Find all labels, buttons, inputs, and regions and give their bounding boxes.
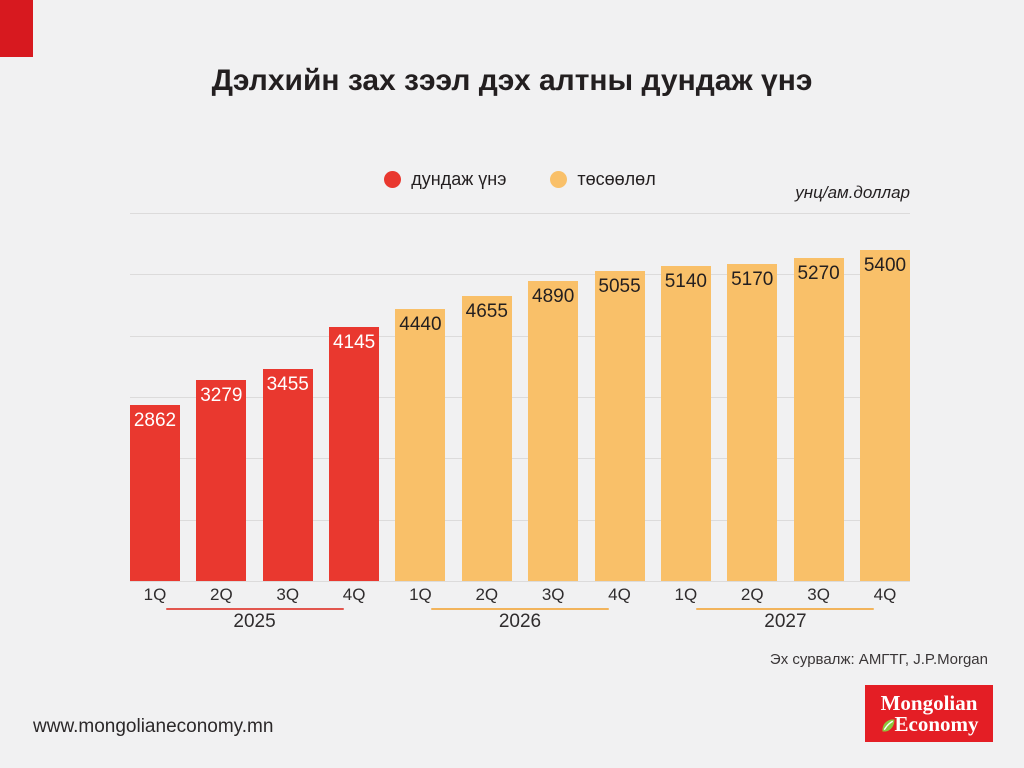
bar-value-label: 4890 xyxy=(532,286,575,308)
x-axis: 1Q 2Q 3Q 4Q 2025 1Q 2Q 3Q 4Q 2026 1Q 2Q 3Q 4Q 2027 xyxy=(130,581,910,643)
bar-value-label: 5170 xyxy=(731,268,774,290)
x-tick-2027-4q: 4Q xyxy=(873,585,897,604)
bar-value-label: 4655 xyxy=(465,300,508,322)
x-tick-2026-1q: 1Q xyxy=(409,585,432,604)
bar-2027-3q: 5270 xyxy=(793,257,844,581)
gridline-3000 xyxy=(130,397,910,398)
legend-item-average-price: дундаж үнэ xyxy=(384,169,506,190)
year-underline-2026 xyxy=(430,608,609,610)
leaf-icon xyxy=(881,719,894,732)
gridline-2000 xyxy=(130,458,910,460)
logo-text-economy: Economy xyxy=(894,711,979,736)
bar-value-label: 4440 xyxy=(399,313,442,335)
bar-2026-4q: 5055 xyxy=(594,270,645,581)
bar-2027-4q: 5400 xyxy=(859,249,910,581)
source-note: Эх сурвалж: АМГТГ, J.P.Morgan xyxy=(769,651,988,668)
year-label-2026: 2026 xyxy=(498,611,542,632)
bar-value-label: 5270 xyxy=(797,262,840,284)
unit-label: унц/ам.доллар xyxy=(795,183,910,202)
website-url: www.mongolianeconomy.mn xyxy=(33,716,274,737)
year-underline-2025 xyxy=(165,608,344,610)
bar-value-label: 3279 xyxy=(200,384,243,406)
bar-2025-2q: 3279 xyxy=(196,379,247,581)
average-price-dot-icon xyxy=(384,171,402,188)
x-tick-2026-3q: 3Q xyxy=(541,585,565,604)
legend-label-forecast: төсөөлөл xyxy=(577,169,656,189)
x-tick-2025-2q: 2Q xyxy=(210,585,233,604)
logo: Mongolian Economy xyxy=(865,685,993,742)
bar-2025-3q: 3455 xyxy=(262,369,313,581)
year-label-2027: 2027 xyxy=(764,611,807,632)
year-underline-2027 xyxy=(696,608,875,610)
bar-2025-4q: 4145 xyxy=(329,326,380,581)
corner-mark xyxy=(0,0,33,57)
x-tick-2025-3q: 3Q xyxy=(276,585,300,604)
bar-2025-1q: 2862 xyxy=(130,405,180,581)
x-tick-2027-2q: 2Q xyxy=(740,585,764,604)
bar-value-label: 5140 xyxy=(664,270,708,292)
x-tick-2027-1q: 1Q xyxy=(674,585,698,604)
logo-text-mongolian: Mongolian xyxy=(880,690,978,715)
bar-2027-1q: 5140 xyxy=(660,265,711,581)
gridline-6000 xyxy=(130,213,910,214)
x-tick-2025-4q: 4Q xyxy=(342,585,366,604)
gridline-4000 xyxy=(130,335,910,337)
bar-2026-2q: 4655 xyxy=(461,295,512,581)
bar-value-label: 5055 xyxy=(598,275,641,297)
legend-item-forecast: төсөөлөл xyxy=(550,169,656,190)
page-title: Дэлхийн зах зээл дэх алтны дундаж үнэ xyxy=(211,64,813,97)
gridline-5000 xyxy=(130,274,910,276)
logo-economy-row: Economy xyxy=(880,711,979,736)
legend: дундаж үнэ төсөөлөл xyxy=(130,169,910,190)
bar-2027-2q: 5170 xyxy=(727,263,778,581)
bar-value-label: 2862 xyxy=(133,410,177,432)
gridline-1000 xyxy=(130,519,910,521)
bar-value-label: 3455 xyxy=(266,374,309,396)
bar-2026-3q: 4890 xyxy=(528,281,579,581)
x-tick-2026-2q: 2Q xyxy=(475,585,499,604)
bar-value-label: 5400 xyxy=(863,254,907,276)
forecast-dot-icon xyxy=(550,171,568,188)
x-tick-2025-1q: 1Q xyxy=(143,585,167,604)
plot-area: 2862 3279 3455 4145 4440 4655 4890 5055 5140 5170… xyxy=(130,213,910,582)
bar-value-label: 4145 xyxy=(332,331,376,353)
legend-label-average-price: дундаж үнэ xyxy=(411,169,507,189)
x-tick-2026-4q: 4Q xyxy=(608,585,631,604)
bar-2026-1q: 4440 xyxy=(395,308,446,581)
x-tick-2027-3q: 3Q xyxy=(807,585,830,604)
gridline-0 xyxy=(130,581,910,582)
year-label-2025: 2025 xyxy=(233,611,276,632)
